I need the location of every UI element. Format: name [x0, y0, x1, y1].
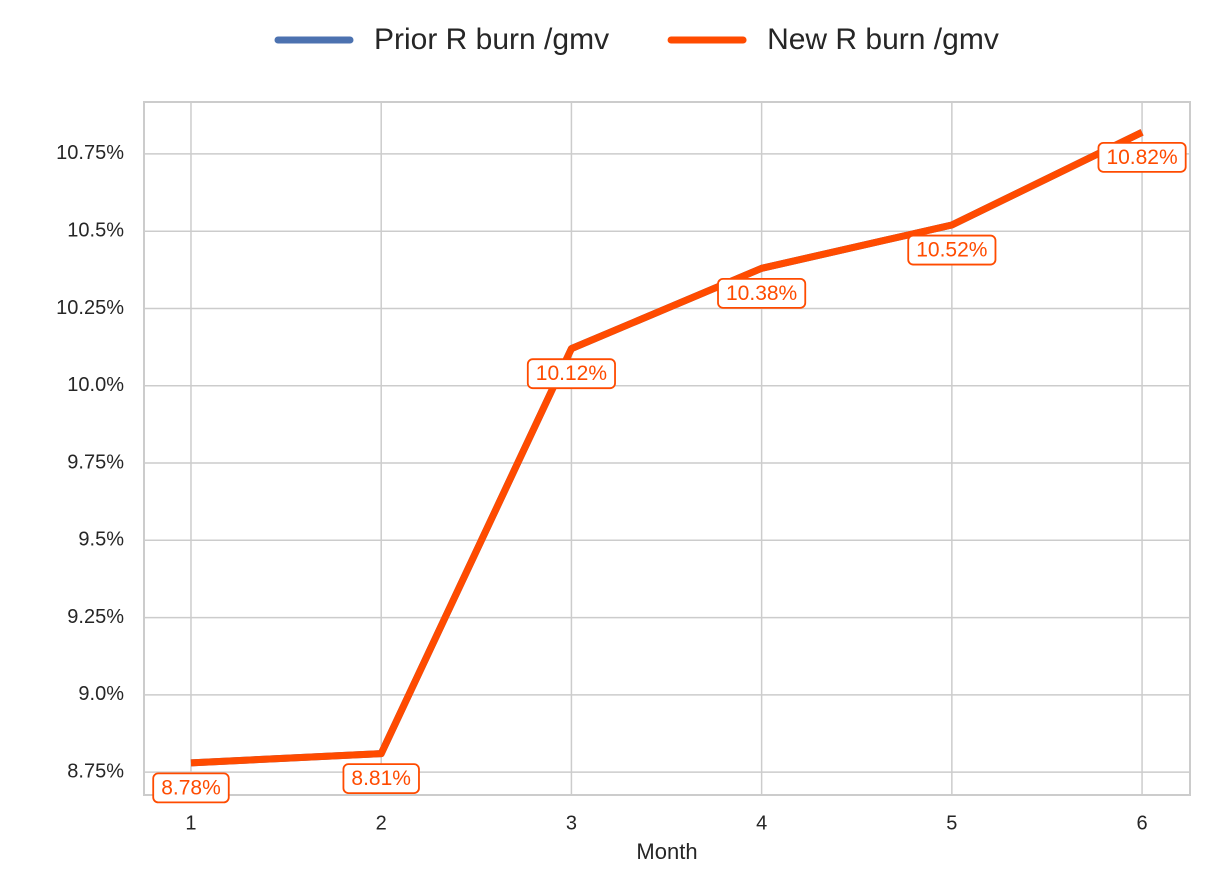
data-label-box: [907, 234, 997, 266]
data-label: 8.78%: [161, 776, 221, 799]
data-label: 10.82%: [1106, 146, 1177, 169]
x-tick-label: 3: [566, 812, 577, 834]
y-tick-label: 10.0%: [67, 374, 124, 396]
data-label-box: [1097, 141, 1187, 173]
y-tick-label: 10.25%: [56, 297, 124, 319]
data-label-box: [717, 277, 807, 309]
legend-label: Prior R burn /gmv: [374, 23, 609, 56]
x-tick-label: 4: [756, 812, 767, 834]
data-label-box: [152, 772, 230, 804]
data-label: 10.38%: [726, 282, 797, 305]
data-label: 10.52%: [916, 239, 987, 262]
y-tick-label: 10.5%: [67, 219, 124, 241]
data-label-box: [526, 358, 616, 390]
y-tick-label: 9.75%: [67, 451, 124, 473]
legend-label: New R burn /gmv: [767, 23, 999, 56]
x-tick-label: 5: [946, 812, 957, 834]
x-tick-label: 2: [376, 812, 387, 834]
series-line: [190, 129, 1144, 767]
y-tick-label: 9.5%: [78, 529, 124, 551]
data-label-box: [342, 763, 420, 795]
y-tick-label: 9.0%: [78, 683, 124, 705]
x-tick-label: 1: [185, 812, 196, 834]
plot-frame: [143, 101, 1191, 796]
data-label: 8.81%: [351, 767, 411, 790]
x-tick-label: 6: [1137, 812, 1148, 834]
y-tick-label: 8.75%: [67, 760, 124, 782]
y-tick-label: 9.25%: [67, 606, 124, 628]
data-label: 10.12%: [536, 362, 607, 385]
y-tick-label: 10.75%: [56, 142, 124, 164]
x-axis-label: Month: [636, 839, 697, 864]
